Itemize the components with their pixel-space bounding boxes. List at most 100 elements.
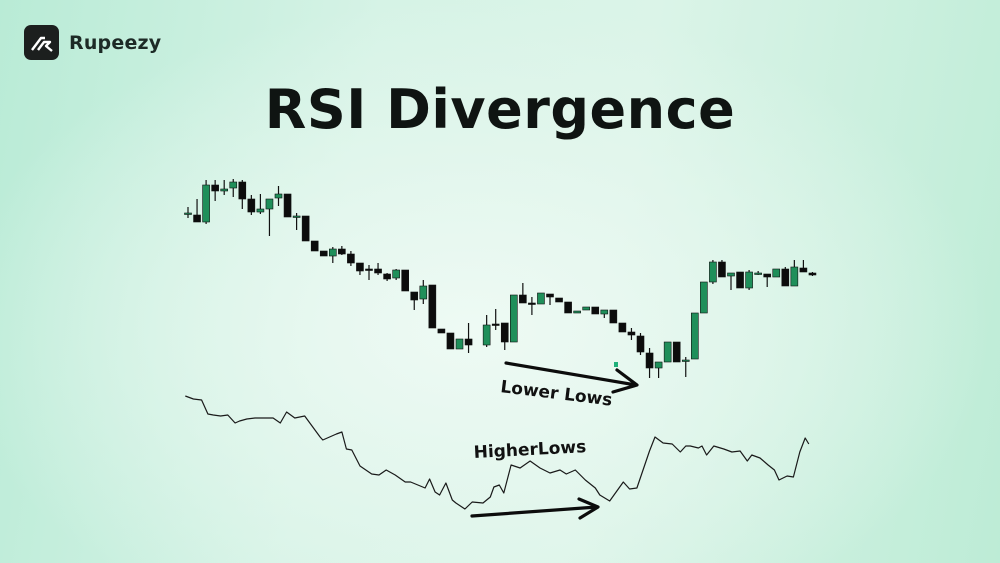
candle: [736, 271, 744, 289]
candle-body: [636, 335, 645, 353]
candle-body: [274, 193, 283, 199]
lower-lows-arrow: [504, 361, 639, 394]
candle: [319, 250, 328, 257]
candle: [401, 269, 410, 292]
candle-body: [365, 268, 373, 271]
candle: [582, 306, 591, 311]
candle: [392, 269, 400, 280]
candle-body: [600, 309, 609, 315]
candle: [265, 198, 274, 236]
candle: [564, 301, 572, 314]
candle: [627, 328, 636, 340]
candle-body: [374, 268, 382, 274]
candle-body: [464, 338, 473, 346]
candle: [745, 270, 753, 290]
candle: [528, 297, 536, 315]
candle-body: [546, 293, 554, 298]
candle-body: [256, 208, 265, 213]
rsi-line: [185, 395, 810, 510]
candle-body: [736, 271, 744, 289]
candle-body: [564, 301, 572, 314]
candle: [645, 348, 654, 378]
candle-body: [582, 306, 591, 311]
candle-body: [754, 272, 762, 275]
candle: [700, 281, 708, 314]
candle: [193, 199, 201, 223]
candle: [238, 180, 247, 209]
candle-body: [537, 292, 545, 305]
brand-logo: Rupeezy: [24, 25, 161, 60]
candle-body: [663, 341, 672, 363]
candle-body: [220, 188, 228, 192]
candle-body: [491, 323, 500, 326]
candle-body: [763, 273, 772, 278]
candle: [555, 297, 563, 303]
candle: [202, 180, 210, 224]
candle-body: [184, 212, 192, 215]
candle: [781, 267, 790, 287]
candle-body: [356, 262, 364, 272]
candle-body: [781, 268, 790, 287]
candle-body: [265, 198, 274, 210]
candle: [681, 357, 690, 377]
candle-body: [681, 359, 690, 362]
candle-body: [292, 215, 301, 218]
candle: [220, 180, 228, 195]
candle: [464, 323, 473, 353]
candle-body: [319, 250, 328, 257]
candle-body: [745, 271, 753, 289]
candle-body: [718, 261, 726, 278]
candle: [537, 292, 545, 305]
candle: [446, 332, 455, 350]
candle: [591, 306, 600, 315]
candle: [636, 333, 645, 355]
page-title: RSI Divergence: [264, 78, 736, 141]
candle-body: [310, 240, 319, 252]
candle-body: [437, 328, 446, 334]
candle: [347, 251, 355, 266]
candle-body: [392, 269, 400, 279]
candle-body: [229, 181, 238, 189]
candle: [437, 328, 446, 334]
candle: [229, 179, 238, 197]
candle: [663, 341, 672, 363]
candle-body: [645, 352, 654, 369]
candle-body: [419, 285, 428, 300]
candle: [428, 284, 437, 329]
candle-body: [700, 281, 708, 314]
rupeezy-logo-icon: [24, 25, 59, 60]
candle-body: [283, 193, 292, 218]
candle: [763, 273, 772, 287]
candle-body: [772, 268, 781, 278]
candle: [718, 260, 726, 278]
higher-lows-label: HigherLows: [473, 437, 586, 463]
candle: [799, 260, 808, 273]
candle: [654, 361, 663, 378]
candle: [546, 293, 554, 305]
candle: [509, 294, 518, 343]
candle: [383, 273, 391, 281]
candle: [519, 283, 527, 304]
candle-body: [202, 184, 210, 223]
lower-lows-label: Lower Lows: [499, 377, 613, 411]
brand-name: Rupeezy: [69, 31, 162, 54]
candle-body: [383, 273, 391, 280]
candle-body: [347, 253, 355, 264]
candle-body: [591, 306, 600, 315]
candle: [790, 260, 799, 287]
candle: [482, 315, 491, 347]
candle: [455, 338, 464, 350]
candle-body: [609, 309, 618, 324]
candle-body: [672, 341, 681, 363]
candle: [727, 272, 735, 290]
candle-body: [401, 269, 410, 292]
candle: [754, 271, 762, 275]
candle-body: [790, 266, 799, 287]
candle: [374, 263, 382, 275]
candle-body: [193, 214, 201, 223]
candle-body: [509, 294, 518, 343]
candle: [573, 310, 581, 314]
candle-body: [301, 215, 310, 242]
candle: [184, 207, 192, 218]
candle-body: [573, 310, 581, 314]
